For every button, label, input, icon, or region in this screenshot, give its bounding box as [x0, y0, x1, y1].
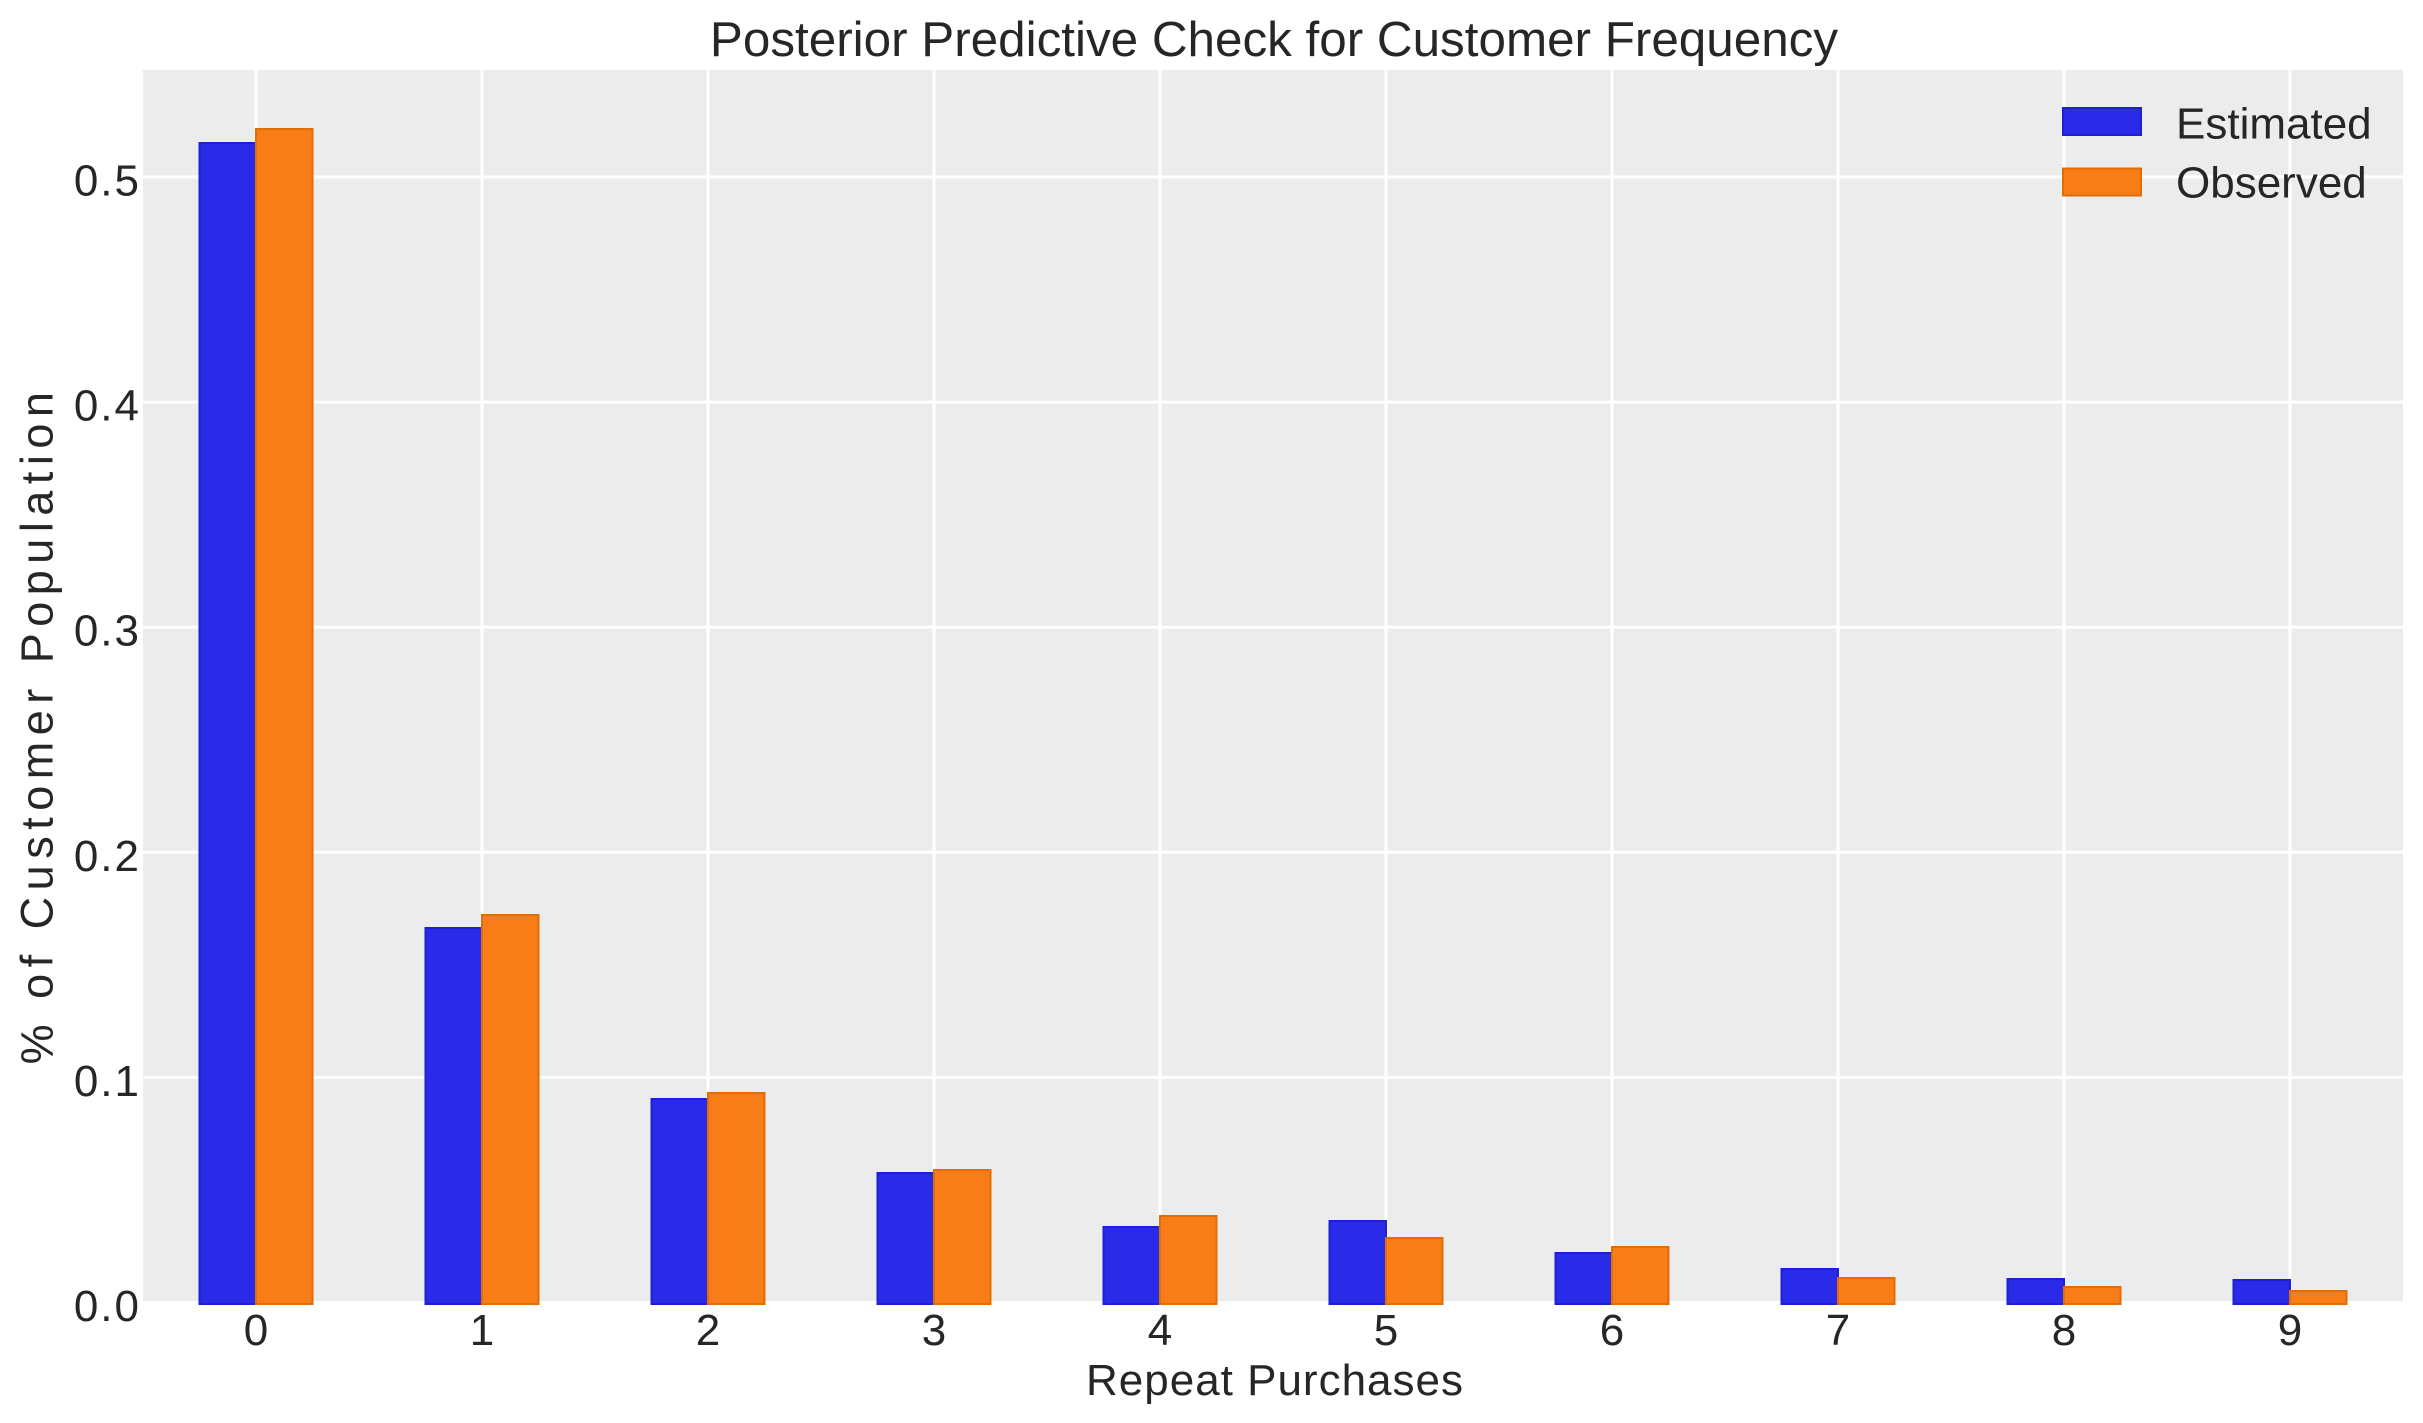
svg-text:0.2: 0.2	[74, 832, 141, 881]
svg-text:0.4: 0.4	[74, 382, 141, 431]
svg-text:% of Customer Population: % of Customer Population	[12, 386, 63, 1065]
svg-text:5: 5	[1374, 1306, 1398, 1355]
svg-text:4: 4	[1148, 1306, 1172, 1355]
svg-text:3: 3	[922, 1306, 946, 1355]
svg-text:7: 7	[1826, 1306, 1850, 1355]
svg-text:0.5: 0.5	[74, 156, 141, 205]
svg-text:1: 1	[470, 1306, 494, 1355]
svg-text:Observed: Observed	[2176, 159, 2367, 208]
svg-text:0.1: 0.1	[74, 1057, 141, 1106]
svg-text:0: 0	[244, 1306, 268, 1355]
svg-text:9: 9	[2278, 1306, 2302, 1355]
svg-text:Posterior Predictive Check for: Posterior Predictive Check for Customer …	[710, 12, 1838, 67]
svg-text:8: 8	[2052, 1306, 2076, 1355]
svg-text:2: 2	[696, 1306, 720, 1355]
svg-text:0.3: 0.3	[74, 607, 141, 656]
svg-text:Estimated: Estimated	[2176, 99, 2372, 148]
svg-text:6: 6	[1600, 1306, 1624, 1355]
svg-text:Repeat Purchases: Repeat Purchases	[1086, 1356, 1464, 1405]
svg-text:0.0: 0.0	[74, 1282, 141, 1331]
